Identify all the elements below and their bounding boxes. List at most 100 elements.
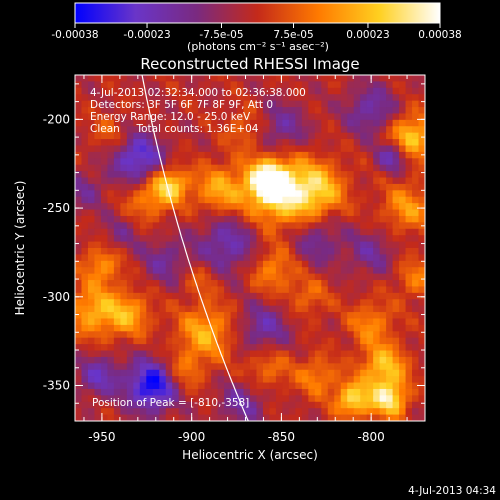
heatmap-cell [373,139,381,147]
heatmap-cell [399,177,407,185]
heatmap-cell [243,273,251,281]
heatmap-cell [262,209,271,217]
heatmap-cell [146,248,154,256]
heatmap-cell [405,222,413,230]
heatmap-cell [133,382,141,390]
heatmap-cell [113,209,121,217]
heatmap-cell [295,305,303,313]
heatmap-cell [100,113,109,121]
heatmap-cell [321,408,329,416]
heatmap-cell [87,382,96,390]
heatmap-cell [159,414,167,421]
heatmap-cell [172,215,180,223]
heatmap-cell [256,414,264,421]
heatmap-cell [217,203,225,211]
heatmap-cell [412,408,420,416]
heatmap-cell [366,126,374,134]
heatmap-cell [217,305,225,313]
heatmap-cell [126,241,134,249]
heatmap-cell [159,222,167,230]
heatmap-cell [146,113,154,121]
heatmap-cell [100,196,109,204]
heatmap-cell [360,139,368,147]
heatmap-cell [152,145,160,153]
heatmap-cell [126,158,134,166]
heatmap-cell [152,177,160,185]
heatmap-cell [75,280,83,288]
heatmap-cell [159,145,167,153]
heatmap-cell [250,344,258,352]
heatmap-cell [178,100,186,108]
heatmap-cell [262,337,271,345]
heatmap-cell [269,382,277,390]
heatmap-cell [172,87,180,95]
heatmap-cell [301,126,309,134]
heatmap-cell [113,388,121,396]
heatmap-cell [353,151,361,159]
heatmap-cell [94,235,102,243]
heatmap-cell [340,248,348,256]
heatmap-cell [191,209,199,217]
heatmap-cell [256,215,264,223]
heatmap-cell [185,100,193,108]
heatmap-cell [191,318,199,326]
heatmap-cell [198,190,206,198]
heatmap-cell [152,113,160,121]
heatmap-cell [165,215,173,223]
heatmap-cell [94,305,102,313]
heatmap-cell [120,408,128,416]
heatmap-cell [301,280,309,288]
heatmap-cell [301,151,309,159]
heatmap-cell [159,286,167,294]
heatmap-cell [198,305,206,313]
heatmap-cell [250,356,258,364]
heatmap-cell [373,235,381,243]
heatmap-cell [146,196,154,204]
heatmap-cell [334,183,342,191]
heatmap-cell [133,369,141,377]
heatmap-cell [75,395,83,403]
heatmap-cell [347,292,355,300]
heatmap-cell [87,132,96,140]
heatmap-cell [146,388,154,396]
heatmap-cell [224,235,232,243]
heatmap-cell [126,267,134,275]
heatmap-cell [146,81,154,89]
heatmap-cell [399,183,407,191]
heatmap-cell [204,408,212,416]
heatmap-cell [191,145,199,153]
heatmap-cell [321,344,329,352]
heatmap-cell [373,344,381,352]
heatmap-cell [75,145,83,153]
heatmap-cell [198,267,206,275]
heatmap-cell [146,280,154,288]
heatmap-cell [81,363,89,371]
heatmap-cell [178,318,186,326]
heatmap-cell [275,241,284,249]
heatmap-cell [282,248,290,256]
plot-frame [74,74,426,422]
heatmap-cell [379,126,387,134]
heatmap-cell [152,100,160,108]
heatmap-cell [126,356,134,364]
heatmap-cell [198,228,206,236]
heatmap-cell [87,286,96,294]
heatmap-cell [100,107,109,115]
heatmap-cell [405,209,413,217]
heatmap-cell [399,196,407,204]
heatmap-cell [301,299,309,307]
heatmap-cell [230,107,238,115]
heatmap-cell [113,145,121,153]
heatmap-cell [334,151,342,159]
heatmap-cell [191,113,199,121]
colorbar-units-label: (photons cm⁻² s⁻¹ asec⁻²) [187,40,329,53]
heatmap-cell [399,100,407,108]
heatmap-cell [237,81,245,89]
heatmap-cell [100,126,109,134]
heatmap-cell [282,414,290,421]
heatmap-cell [314,75,322,83]
heatmap-cell [87,235,96,243]
heatmap-cell [301,75,309,83]
heatmap-cell [159,183,167,191]
heatmap-cell [146,337,154,345]
